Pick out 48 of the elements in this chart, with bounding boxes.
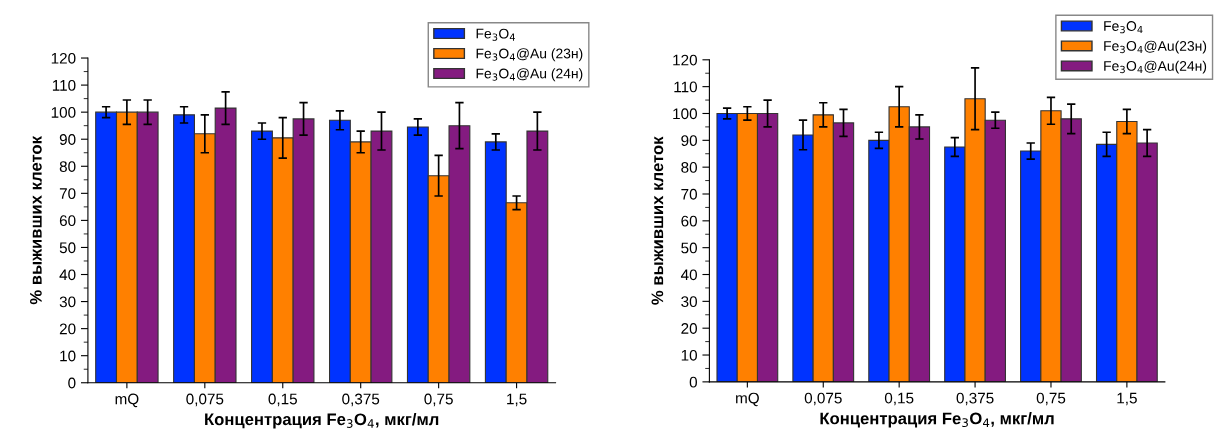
x-tick-label: 0,15	[884, 392, 914, 406]
y-tick-label: 80	[681, 162, 697, 173]
x-axis-title: Концентрация Fe$_{3}$O$_{4}$, мкг/мл	[205, 412, 439, 429]
y-tick-label: 30	[59, 296, 76, 308]
y-tick-label: 90	[681, 135, 697, 147]
x-tick-label: 1,5	[1117, 392, 1137, 406]
y-tick-label: 50	[681, 242, 697, 254]
y-tick-label: 120	[673, 54, 697, 66]
y-tick-label: 10	[60, 350, 76, 362]
y-tick-label: 70	[681, 188, 697, 200]
y-tick-label: 60	[681, 215, 697, 227]
x-tick-label: 1,5	[507, 393, 527, 407]
legend-label: Fe$_{3}$O$_{4}$@Au(24н)	[1104, 60, 1207, 74]
x-tick-label: mQ	[736, 392, 759, 407]
y-tick-label: 100	[51, 107, 76, 118]
y-tick-label: 120	[51, 52, 76, 64]
y-tick-label: 20	[681, 323, 697, 334]
y-tick-label: 100	[673, 108, 697, 120]
legend-label: Fe$_{3}$O$_{4}$	[476, 28, 515, 41]
legend-label: Fe$_{3}$O$_{4}$@Au(23н)	[1104, 40, 1207, 54]
y-axis-title: % выживших клеток	[30, 136, 42, 305]
y-tick-label: 10	[681, 349, 697, 361]
y-tick-label: 70	[59, 188, 76, 200]
y-tick-label: 0	[689, 376, 697, 388]
x-tick-label: mQ	[115, 393, 139, 408]
y-tick-label: 40	[59, 269, 76, 281]
y-tick-label: 30	[681, 296, 697, 308]
y-tick-label: 110	[52, 79, 76, 91]
y-tick-label: 50	[59, 242, 76, 254]
legend-label: Fe$_{3}$O$_{4}$@Au (23н)	[476, 48, 583, 62]
y-tick-label: 20	[59, 323, 76, 335]
x-tick-label: 0,75	[424, 393, 453, 407]
x-tick-label: 0,15	[268, 393, 297, 407]
y-tick-label: 80	[59, 161, 76, 172]
x-tick-label: 0,375	[342, 393, 380, 407]
legend-label: Fe$_{3}$O$_{4}$	[1104, 21, 1143, 34]
y-tick-label: 110	[674, 81, 697, 93]
x-axis-title: Концентрация Fe$_{3}$O$_{4}$, мкг/мл	[820, 412, 1054, 428]
y-tick-label: 40	[680, 269, 697, 281]
x-tick-label: 0,75	[1036, 392, 1066, 406]
x-tick-label: 0,075	[186, 393, 224, 407]
y-tick-label: 90	[59, 134, 76, 145]
y-axis-title: % выживших клеток	[651, 136, 664, 305]
y-tick-label: 60	[59, 215, 76, 227]
x-tick-label: 0,375	[956, 392, 994, 406]
y-tick-label: 0	[68, 377, 76, 389]
x-tick-label: 0,075	[804, 392, 842, 406]
legend-label: Fe$_{3}$O$_{4}$@Au (24н)	[476, 68, 583, 82]
